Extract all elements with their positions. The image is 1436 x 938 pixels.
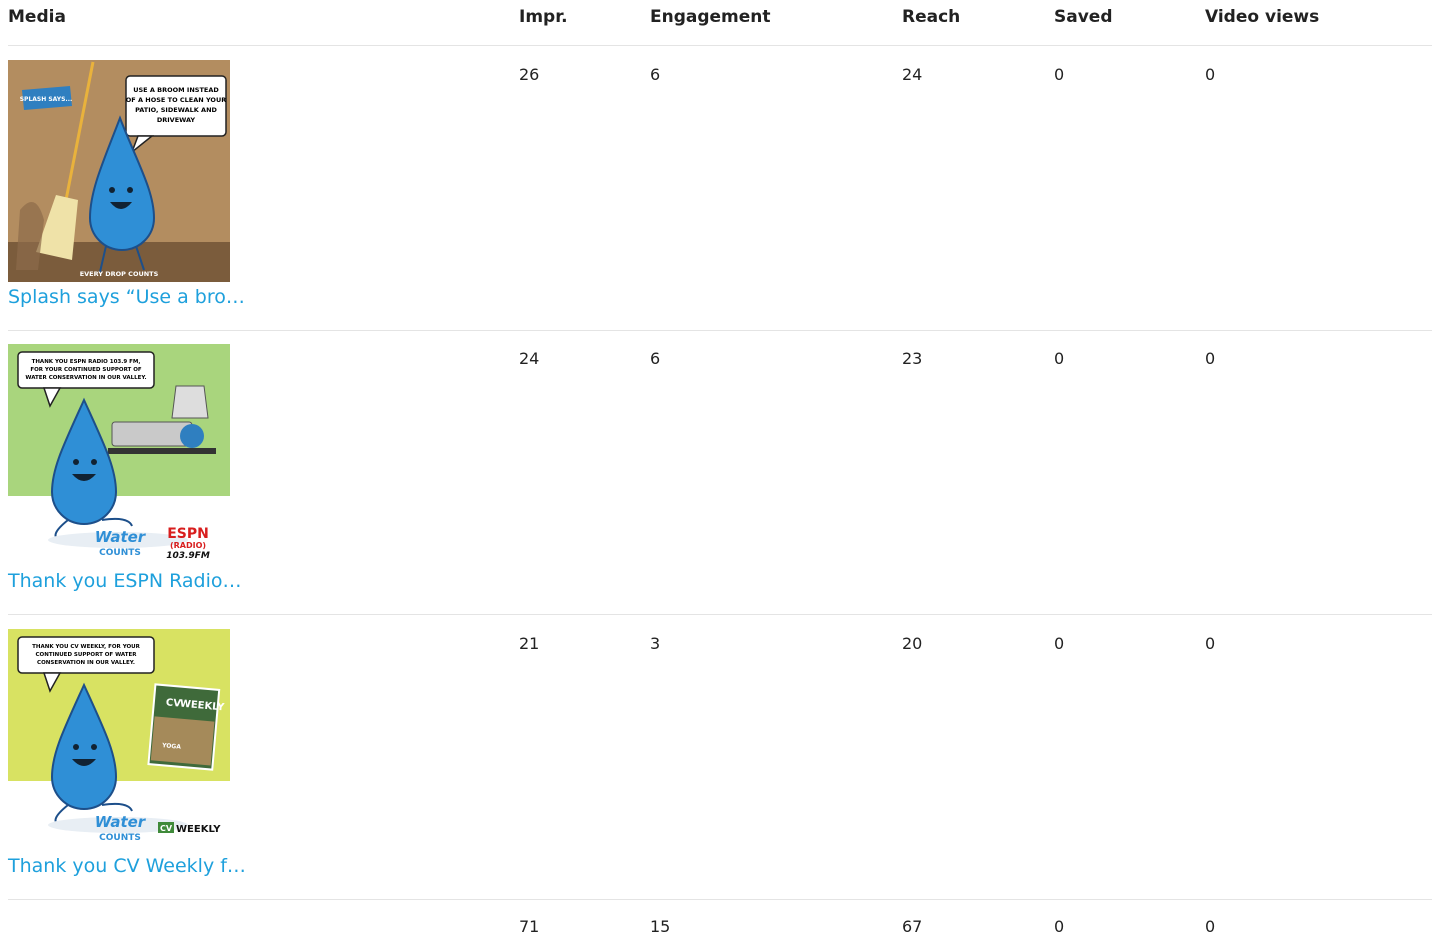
cell-value: 0 — [1205, 634, 1216, 653]
total-value: 71 — [519, 917, 540, 936]
cell-value: 26 — [519, 65, 540, 84]
image-text: 103.9FM — [166, 551, 210, 561]
cell-value: 3 — [650, 634, 661, 653]
column-header[interactable]: Impr. — [519, 7, 568, 27]
image-text: THANK YOU CV WEEKLY, FOR YOUR — [32, 644, 141, 650]
image-text: FOR YOUR CONTINUED SUPPORT OF — [30, 367, 142, 373]
column-header[interactable]: Reach — [902, 7, 961, 27]
cell-value: 0 — [1054, 634, 1065, 653]
total-value: 67 — [902, 917, 923, 936]
divider — [8, 45, 1432, 46]
column-header[interactable]: Video views — [1205, 7, 1320, 27]
image-text: WATER CONSERVATION IN OUR VALLEY. — [25, 375, 146, 381]
image-text: Water — [95, 813, 147, 831]
image-text: (RADIO) — [170, 541, 206, 550]
cell-value: 24 — [902, 65, 923, 84]
image-text: COUNTS — [99, 548, 141, 558]
cell-value: 0 — [1054, 349, 1065, 368]
cell-value: 0 — [1205, 349, 1216, 368]
cell-value: 24 — [519, 349, 540, 368]
cell-value: 21 — [519, 634, 540, 653]
total-value: 15 — [650, 917, 671, 936]
image-text: CV — [160, 824, 173, 833]
image-text: USE A BROOM INSTEAD — [133, 86, 219, 94]
total-value: 0 — [1054, 917, 1065, 936]
image-text: EVERY DROP COUNTS — [80, 270, 159, 278]
image-text: Water — [95, 528, 147, 546]
divider — [8, 899, 1432, 900]
image-text: THANK YOU ESPN RADIO 103.9 FM, — [32, 359, 141, 365]
divider — [8, 330, 1432, 331]
image-text: OF A HOSE TO CLEAN YOUR — [126, 96, 226, 104]
media-link[interactable]: Thank you CV Weekly f… — [8, 855, 246, 877]
cell-value: 6 — [650, 349, 661, 368]
column-header[interactable]: Media — [8, 7, 66, 27]
image-text: CONSERVATION IN OUR VALLEY. — [37, 660, 135, 666]
cell-value: 20 — [902, 634, 923, 653]
media-link[interactable]: Splash says “Use a bro… — [8, 286, 245, 308]
cell-value: 23 — [902, 349, 923, 368]
image-text: ESPN — [167, 526, 209, 542]
image-text: COUNTS — [99, 833, 141, 843]
cell-value: 6 — [650, 65, 661, 84]
image-text: CONTINUED SUPPORT OF WATER — [36, 652, 138, 658]
image-text: SPLASH SAYS... — [20, 96, 73, 103]
thumbnail[interactable]: SPLASH SAYS... USE A BROOM INSTEAD OF A … — [8, 60, 230, 282]
column-header[interactable]: Saved — [1054, 7, 1113, 27]
column-header[interactable]: Engagement — [650, 7, 771, 27]
cell-value: 0 — [1054, 65, 1065, 84]
thumbnail[interactable]: THANK YOU ESPN RADIO 103.9 FM, FOR YOUR … — [8, 344, 230, 566]
image-text: WEEKLY — [179, 699, 225, 714]
cell-value: 0 — [1205, 65, 1216, 84]
media-link[interactable]: Thank you ESPN Radio… — [8, 570, 242, 592]
thumbnail[interactable]: THANK YOU CV WEEKLY, FOR YOUR CONTINUED … — [8, 629, 230, 851]
image-text: CV — [165, 697, 181, 709]
image-text: PATIO, SIDEWALK AND — [135, 106, 217, 114]
total-value: 0 — [1205, 917, 1216, 936]
image-text: YOGA — [161, 742, 182, 751]
image-text: DRIVEWAY — [157, 116, 196, 124]
divider — [8, 614, 1432, 615]
image-text: WEEKLY — [176, 824, 221, 835]
